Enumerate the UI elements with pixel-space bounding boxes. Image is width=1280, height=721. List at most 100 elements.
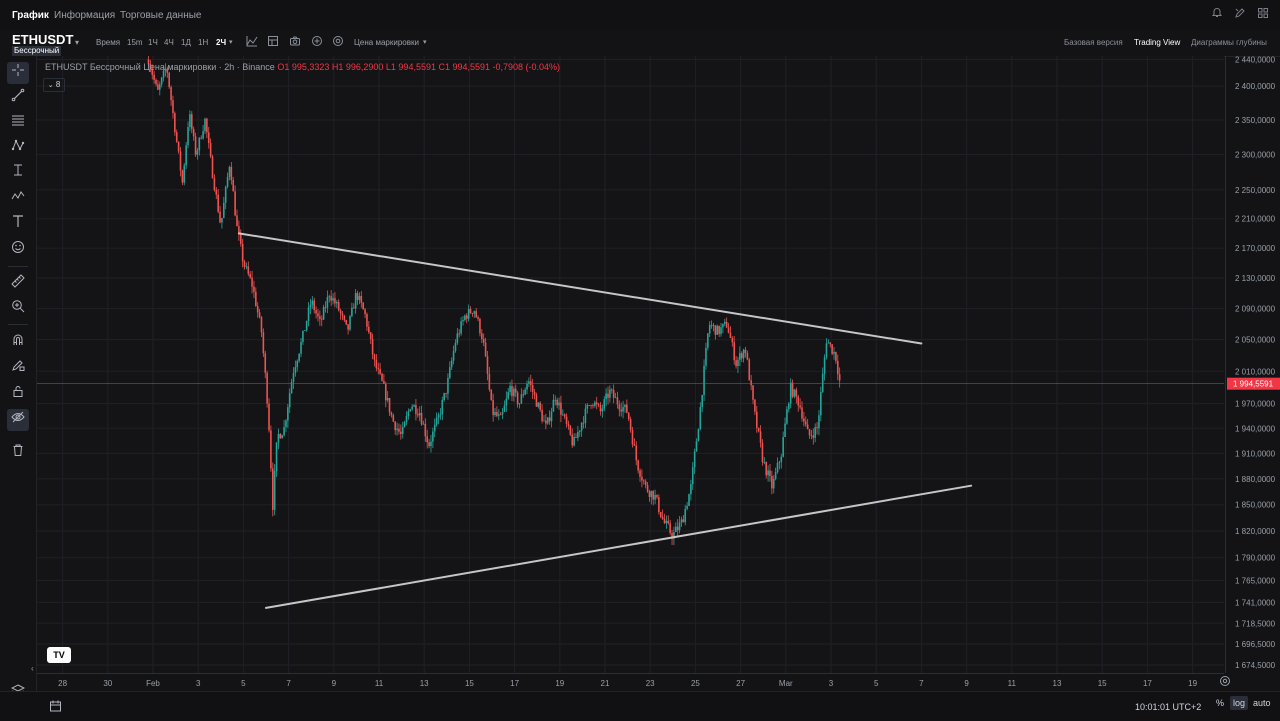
tab-chart[interactable]: График [12, 10, 49, 21]
descending-trendline[interactable] [237, 232, 923, 345]
candle-body [746, 352, 749, 360]
candle [236, 209, 238, 227]
candle-body [179, 151, 182, 171]
lock-icon[interactable] [7, 383, 29, 405]
hide-drawings-icon[interactable] [7, 409, 29, 431]
candle-body [543, 420, 545, 422]
interval-1w[interactable]: 1Н [198, 38, 209, 47]
zoom-in-icon[interactable] [7, 298, 29, 320]
candle-body [437, 414, 440, 418]
grid-menu-icon[interactable] [1255, 7, 1271, 23]
candle [268, 398, 270, 433]
measure-projection-icon[interactable] [7, 162, 29, 184]
candle-body [202, 131, 204, 139]
chart-pane[interactable] [37, 56, 1224, 673]
candle-body [266, 372, 268, 404]
tab-trading-data[interactable]: Торговые данные [120, 10, 202, 21]
candle [835, 351, 837, 364]
auto-scale-button[interactable]: auto [1253, 698, 1271, 708]
lock-pencil-icon[interactable] [7, 357, 29, 379]
candle [729, 326, 732, 339]
ascending-trendline[interactable] [265, 484, 973, 609]
candle-body [407, 411, 410, 417]
magnet-icon[interactable] [7, 332, 29, 354]
chevron-down-icon[interactable]: ▾ [75, 38, 80, 47]
layout-icon[interactable] [267, 35, 279, 47]
interval-15m[interactable]: 15m [127, 38, 143, 47]
chart-settings-icon[interactable] [1218, 675, 1232, 689]
clock-time[interactable]: 10:01:01 UTC+2 [1135, 702, 1202, 712]
candle [379, 363, 381, 376]
interval-4h[interactable]: 4Ч [164, 38, 174, 47]
candle [439, 408, 442, 420]
candle-body [592, 405, 594, 406]
view-basic[interactable]: Базовая версия [1064, 38, 1123, 47]
camera-icon[interactable] [289, 35, 301, 47]
price-tick-label: 2 350,0000 [1235, 116, 1276, 125]
fib-levels-icon[interactable] [7, 112, 29, 134]
candle [641, 469, 643, 488]
candle [829, 342, 832, 348]
pattern-tool-icon[interactable] [7, 137, 29, 159]
candle-body [737, 359, 739, 367]
add-circle-icon[interactable] [311, 35, 323, 47]
tab-info[interactable]: Информация [54, 10, 116, 21]
collapse-arrow-icon[interactable]: ‹ [31, 664, 34, 673]
interval-1d[interactable]: 1Д [181, 38, 191, 47]
log-scale-button[interactable]: log [1230, 696, 1249, 710]
candle-body [801, 407, 803, 419]
candle [157, 80, 159, 91]
candle [416, 408, 419, 418]
price-source-select[interactable]: Цена маркировки [354, 38, 419, 47]
time-tick-label: 25 [691, 679, 700, 688]
candle-body [198, 137, 201, 151]
interval-dropdown-icon[interactable]: ▾ [229, 39, 233, 46]
candle-body [659, 512, 662, 518]
time-label[interactable]: Время [96, 38, 121, 47]
bell-icon[interactable] [1209, 7, 1225, 23]
crosshair-icon[interactable] [7, 62, 29, 84]
interval-2h[interactable]: 2Ч [216, 38, 227, 47]
candle-body [584, 408, 587, 423]
candle [710, 320, 713, 329]
candle [513, 386, 515, 402]
ruler-icon[interactable] [7, 273, 29, 295]
candlestick-chart[interactable] [37, 56, 1224, 673]
tradingview-logo[interactable]: TV [47, 647, 71, 663]
trendline-tool-icon[interactable] [7, 87, 29, 109]
candle-body [776, 462, 779, 473]
indicators-icon[interactable] [246, 35, 258, 47]
candle-body [740, 353, 743, 359]
view-tradingview[interactable]: Trading View [1134, 38, 1181, 47]
price-axis[interactable]: 2 440,0000 2 400,0000 2 350,0000 2 300,0000… [1225, 56, 1280, 673]
candle [782, 431, 784, 458]
candle-body [279, 434, 282, 439]
view-depth[interactable]: Диаграммы глубины [1191, 38, 1267, 47]
candle [305, 320, 308, 332]
candle-body [260, 317, 263, 333]
settings-icon[interactable] [332, 35, 344, 47]
candle [718, 325, 720, 338]
candle-body [793, 389, 796, 397]
candle-body [241, 243, 244, 262]
candle-body [443, 393, 445, 401]
candle-body [567, 423, 570, 426]
date-range-icon[interactable] [48, 698, 64, 714]
percent-scale-button[interactable]: % [1216, 698, 1225, 708]
interval-1h[interactable]: 1Ч [148, 38, 158, 47]
candle-body [644, 481, 647, 485]
candle [230, 162, 233, 185]
emoji-icon[interactable] [7, 239, 29, 261]
time-axis[interactable]: 28 30 Feb 3 5 7 9 11 13 15 17 19 21 23 25 27 Mar 3 5 7 9 11 13… [37, 673, 1224, 692]
text-tool-icon[interactable] [7, 213, 29, 235]
candle-body [285, 420, 287, 428]
candle [277, 428, 280, 450]
trash-icon[interactable] [7, 442, 29, 464]
candle [371, 333, 374, 360]
price-source-chevron-icon[interactable]: ▾ [423, 39, 427, 46]
candle-body [667, 520, 670, 524]
edit-icon[interactable] [1232, 7, 1248, 23]
symbol-name[interactable]: ETHUSDT [12, 32, 74, 47]
indicators-toggle[interactable]: ⌄ 8 [43, 78, 65, 92]
brush-icon[interactable] [7, 188, 29, 210]
